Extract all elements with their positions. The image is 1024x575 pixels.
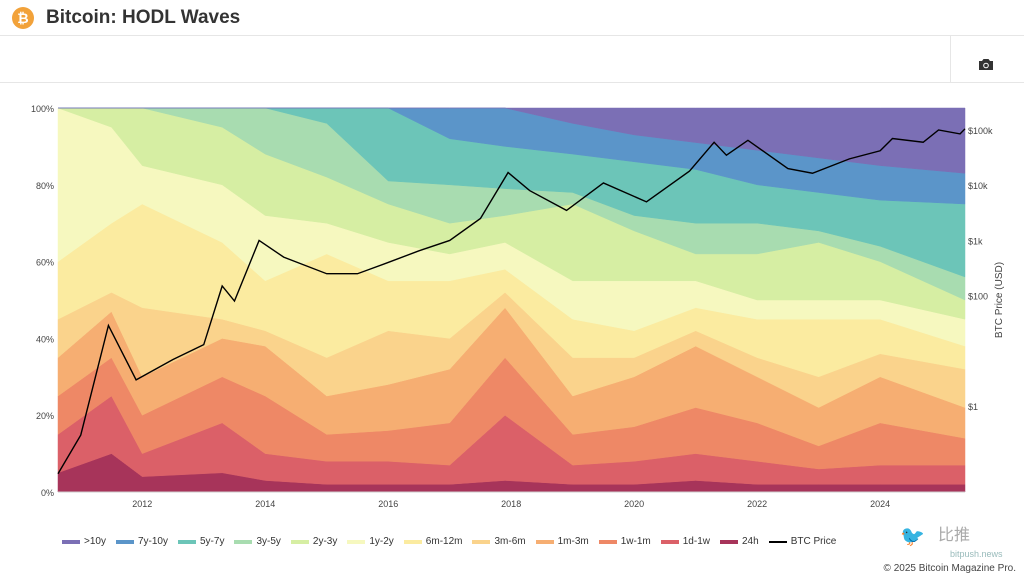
x-tick: 2020 <box>624 499 644 509</box>
y-left-tick: 80% <box>36 181 54 191</box>
legend-label: 6m-12m <box>425 536 463 547</box>
bitpush-site: bitpush.news <box>950 549 1003 559</box>
x-tick: 2012 <box>132 499 152 509</box>
y-left-tick: 0% <box>41 488 54 498</box>
legend-swatch <box>234 540 253 544</box>
legend-label: 2y-3y <box>312 536 338 547</box>
legend-label: 1d-1w <box>682 536 710 547</box>
legend-swatch <box>720 540 738 544</box>
band-gt10y <box>58 107 966 174</box>
legend-item[interactable]: 5y-7y <box>177 536 225 548</box>
y-left-tick: 20% <box>36 411 54 421</box>
legend-swatch <box>115 540 134 544</box>
x-tick: 2014 <box>255 499 275 509</box>
x-tick: 2016 <box>378 499 398 509</box>
title-bar: ₿ Bitcoin: HODL Waves <box>0 0 1024 36</box>
legend-item[interactable]: BTC Price <box>768 536 837 548</box>
legend-swatch <box>177 540 196 544</box>
legend-item[interactable]: 2y-3y <box>290 536 338 548</box>
legend-swatch <box>62 540 80 544</box>
y-left-tick: 40% <box>36 334 54 344</box>
legend-swatch <box>598 540 617 544</box>
y-right-tick: $10k <box>968 181 988 191</box>
legend-item[interactable]: >10y <box>62 536 106 548</box>
bitcoin-logo-icon: ₿ <box>12 6 34 29</box>
legend-label: 24h <box>742 536 759 547</box>
y-right-label: BTC Price (USD) <box>994 262 1005 338</box>
toolbar <box>0 36 1024 83</box>
legend-item[interactable]: 7y-10y <box>115 536 168 548</box>
legend-item[interactable]: 1d-1w <box>660 536 710 548</box>
legend-item[interactable]: 1y-2y <box>347 536 394 548</box>
legend-swatch <box>535 540 554 544</box>
y-right-tick: $100k <box>968 126 993 136</box>
legend-label: 7y-10y <box>137 536 168 547</box>
legend-swatch <box>472 540 491 544</box>
legend-label: BTC Price <box>790 536 837 547</box>
legend-item[interactable]: 3y-5y <box>234 536 281 548</box>
legend-label: 5y-7y <box>199 536 225 547</box>
camera-icon[interactable] <box>978 58 994 71</box>
legend-label: 1w-1m <box>620 536 651 547</box>
x-tick: 2018 <box>501 499 521 509</box>
legend-label: 3y-5y <box>256 536 281 547</box>
legend-item[interactable]: 1w-1m <box>598 536 651 548</box>
toolbar-divider <box>950 36 951 82</box>
legend-item[interactable]: 6m-12m <box>403 536 463 548</box>
bitpush-brand: 比推 <box>938 527 971 544</box>
legend-swatch <box>403 540 422 544</box>
legend-label: 1y-2y <box>369 536 394 547</box>
y-right-tick: $100 <box>968 292 988 302</box>
x-tick: 2024 <box>870 499 890 509</box>
legend-item[interactable]: 3m-6m <box>472 536 526 548</box>
bitpush-bird-icon: 🐦 <box>900 526 925 548</box>
legend-swatch <box>768 541 787 543</box>
y-left-tick: 60% <box>36 258 54 268</box>
legend-swatch <box>290 540 309 544</box>
hodl-waves-chart: 0% 20% 40% 60% 80% 100% $1 $100 $1k $10k $100k 2012… <box>31 104 1005 509</box>
page-title: Bitcoin: HODL Waves <box>46 6 241 28</box>
legend-swatch <box>660 540 679 544</box>
legend-label: 3m-6m <box>494 536 526 547</box>
legend: >10y 7y-10y 5y-7y 3y-5y 2y-3y 1y-2y 6m-12m 3m-6… <box>62 536 846 548</box>
legend-item[interactable]: 1m-3m <box>535 536 589 548</box>
copyright: © 2025 Bitcoin Magazine Pro. <box>883 563 1016 574</box>
x-tick: 2022 <box>747 499 767 509</box>
legend-label: >10y <box>84 536 106 547</box>
btc-price-line <box>57 128 966 475</box>
legend-label: 1m-3m <box>557 536 589 547</box>
y-right-tick: $1 <box>968 402 978 412</box>
y-left-tick: 100% <box>31 104 54 114</box>
legend-swatch <box>347 540 366 544</box>
y-right-tick: $1k <box>968 236 983 246</box>
legend-item[interactable]: 24h <box>720 536 759 548</box>
